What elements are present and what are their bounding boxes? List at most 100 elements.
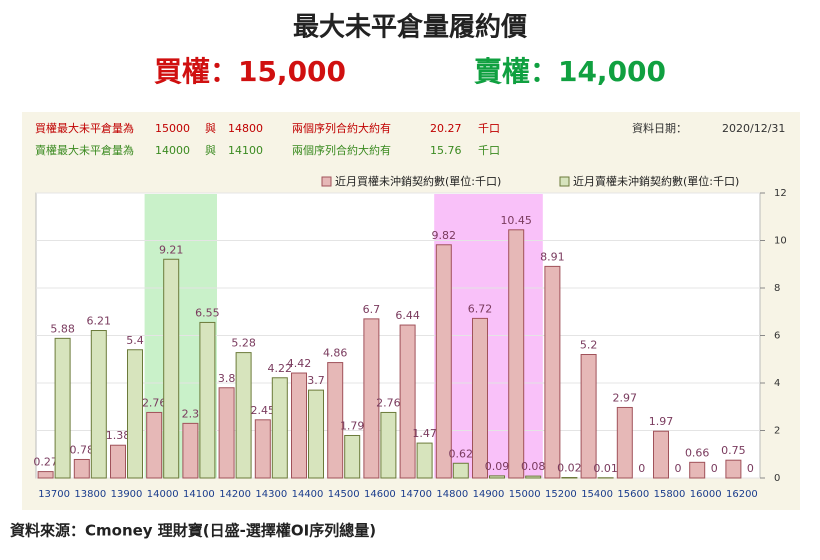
legend-label: 近月買權未沖銷契約數(單位:千口)	[335, 174, 501, 188]
info-text: 與	[205, 143, 216, 157]
x-tick-label: 16200	[726, 489, 758, 500]
bar	[545, 266, 560, 478]
value-label: 0	[711, 462, 718, 475]
value-label: 10.45	[500, 214, 532, 227]
value-label: 2.76	[376, 396, 401, 409]
value-label: 0	[638, 462, 645, 475]
bar	[617, 407, 632, 478]
legend-label: 近月賣權未沖銷契約數(單位:千口)	[573, 174, 739, 188]
date: 2020/12/31	[722, 122, 785, 135]
bar	[128, 350, 143, 478]
value-label: 0	[675, 462, 682, 475]
value-label: 2.97	[613, 391, 638, 404]
value-label: 1.47	[412, 427, 437, 440]
bar	[381, 412, 396, 478]
y-tick-label: 6	[774, 331, 780, 342]
value-label: 0.02	[557, 462, 582, 475]
bar	[581, 355, 596, 479]
bar	[345, 435, 360, 478]
x-tick-label: 14100	[183, 489, 215, 500]
value-label: 0.75	[721, 444, 746, 457]
y-tick-label: 10	[774, 236, 787, 247]
value-label: 9.82	[432, 229, 457, 242]
x-tick-label: 14200	[219, 489, 251, 500]
info-text: 與	[205, 121, 216, 135]
x-tick-label: 13900	[111, 489, 143, 500]
x-tick-label: 14900	[473, 489, 505, 500]
bar	[526, 476, 541, 478]
bar	[74, 459, 89, 478]
value-label: 6.55	[195, 306, 220, 319]
value-label: 6.21	[87, 315, 112, 328]
x-tick-label: 13800	[74, 489, 106, 500]
info-text: 賣權最大未平倉量為	[35, 143, 134, 157]
x-tick-label: 16000	[690, 489, 722, 500]
value-label: 2.76	[142, 396, 167, 409]
value-label: 1.97	[649, 415, 674, 428]
value-label: 2.3	[182, 407, 200, 420]
x-tick-label: 15600	[617, 489, 649, 500]
bar	[490, 476, 505, 478]
y-tick-label: 0	[774, 473, 780, 484]
info-text: 買權最大未平倉量為	[35, 121, 134, 135]
value-label: 0.78	[70, 443, 95, 456]
bar	[147, 412, 162, 478]
info-text: 14800	[228, 122, 263, 135]
bar	[292, 373, 307, 478]
value-label: 4.42	[287, 357, 312, 370]
value-label: 0.09	[485, 460, 510, 473]
value-label: 0.62	[449, 447, 474, 460]
info-text: 15.76	[430, 144, 462, 157]
value-label: 0.27	[33, 456, 58, 469]
bar	[726, 460, 741, 478]
bar	[309, 390, 324, 478]
y-tick-label: 8	[774, 283, 780, 294]
value-label: 0.01	[593, 462, 618, 475]
y-tick-label: 12	[774, 188, 787, 199]
bar	[111, 445, 126, 478]
x-tick-label: 14800	[436, 489, 468, 500]
date-label: 資料日期：	[632, 121, 687, 135]
footer: 資料來源：Cmoney 理財寶(日盛-選擇權OI序列總量)	[10, 522, 376, 540]
value-label: 6.7	[363, 303, 381, 316]
bar	[38, 472, 53, 478]
value-label: 9.21	[159, 243, 184, 256]
bar	[453, 463, 468, 478]
value-label: 4.86	[323, 347, 348, 360]
bar	[436, 245, 451, 478]
x-tick-label: 14400	[292, 489, 324, 500]
x-tick-label: 14600	[364, 489, 396, 500]
info-text: 兩個序列合約大約有	[292, 121, 391, 135]
info-text: 千口	[478, 144, 500, 157]
value-label: 8.91	[540, 250, 565, 263]
x-tick-label: 15400	[581, 489, 613, 500]
bar	[55, 338, 70, 478]
bar	[417, 443, 432, 478]
value-label: 5.28	[231, 337, 256, 350]
x-tick-label: 13700	[38, 489, 70, 500]
bar	[183, 423, 198, 478]
bar	[236, 353, 251, 478]
x-tick-label: 14500	[328, 489, 360, 500]
x-tick-label: 15800	[654, 489, 686, 500]
value-label: 1.38	[106, 429, 131, 442]
y-tick-label: 4	[774, 378, 780, 389]
bar	[91, 331, 106, 478]
bar	[400, 325, 415, 478]
value-label: 6.72	[468, 302, 493, 315]
info-text: 14000	[155, 144, 190, 157]
value-label: 5.88	[50, 322, 75, 335]
bar	[509, 230, 524, 478]
value-label: 1.79	[340, 419, 365, 432]
bar	[690, 462, 705, 478]
info-text: 14100	[228, 144, 263, 157]
value-label: 6.44	[395, 309, 420, 322]
put-headline: 賣權：14,000	[474, 55, 666, 88]
x-tick-label: 14000	[147, 489, 179, 500]
bar	[200, 322, 215, 478]
value-label: 0	[747, 462, 754, 475]
info-text: 20.27	[430, 122, 462, 135]
value-label: 2.45	[251, 404, 276, 417]
